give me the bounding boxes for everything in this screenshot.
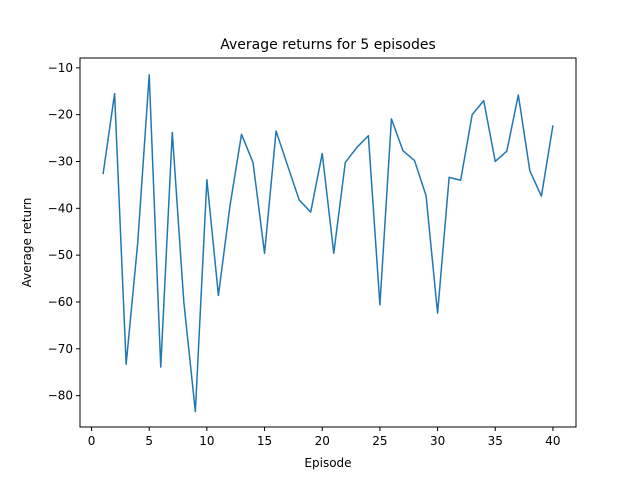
y-tick-label: −80: [48, 389, 73, 403]
x-tick-label: 40: [545, 434, 560, 448]
x-tick-label: 30: [430, 434, 445, 448]
plot-area: [80, 58, 576, 427]
x-tick-label: 0: [88, 434, 96, 448]
x-tick-label: 10: [199, 434, 214, 448]
x-axis-title: Episode: [304, 456, 351, 470]
y-tick-label: −50: [48, 248, 73, 262]
y-tick-label: −70: [48, 342, 73, 356]
y-tick-label: −40: [48, 201, 73, 215]
y-tick-label: −30: [48, 154, 73, 168]
y-axis: −80 −70 −60 −50 −40 −30 −20 −10: [48, 61, 80, 403]
chart-title: Average returns for 5 episodes: [220, 37, 436, 53]
x-tick-label: 25: [372, 434, 387, 448]
plot-background: [80, 58, 576, 427]
x-tick-label: 5: [145, 434, 153, 448]
y-axis-title: Average return: [20, 198, 34, 288]
plot-frame: [79, 57, 577, 428]
x-tick-label: 15: [257, 434, 272, 448]
series-line: [102, 74, 554, 413]
y-tick-label: −20: [48, 108, 73, 122]
y-tick-label: −10: [48, 61, 73, 75]
x-tick-label: 35: [488, 434, 503, 448]
x-tick-label: 20: [315, 434, 330, 448]
series-layer: [102, 74, 554, 413]
y-tick-label: −60: [48, 295, 73, 309]
x-axis: 0 5 10 15 20 25 30 35 40: [88, 427, 561, 448]
